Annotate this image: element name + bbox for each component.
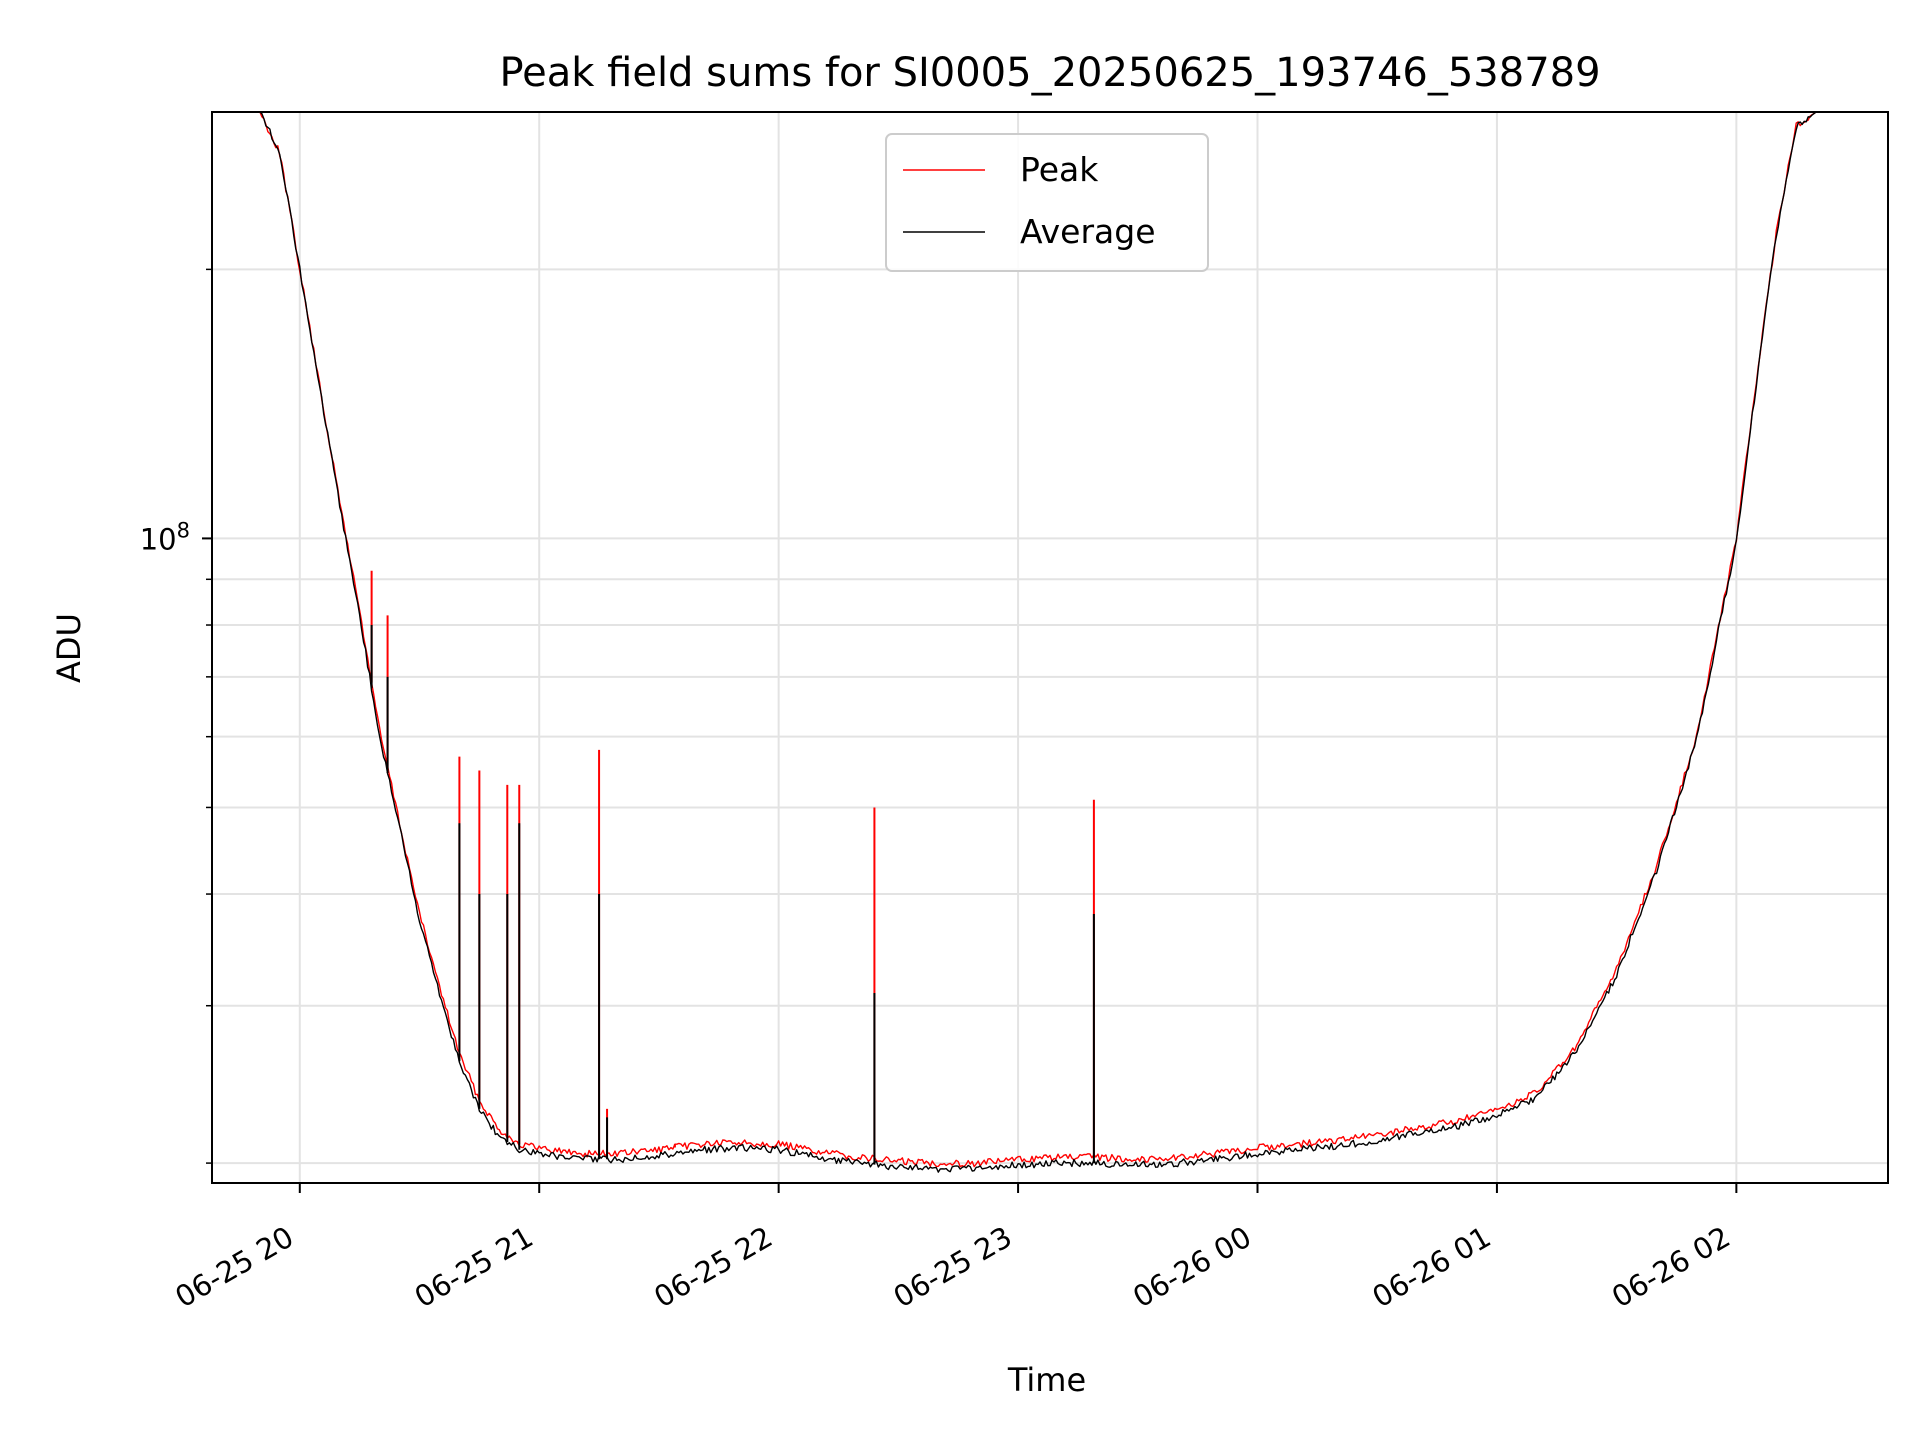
y-tick-label: 108: [140, 518, 190, 556]
legend-box: [885, 133, 1209, 272]
legend-average-label: Average: [1020, 212, 1156, 251]
chart-title: Peak field sums for SI0005_20250625_1937…: [499, 50, 1600, 96]
plot-frame: [211, 111, 1889, 1184]
grid: [212, 112, 1888, 1183]
series-average-line: [220, 111, 1888, 1173]
legend: Peak Average: [885, 133, 1209, 272]
x-axis-label: Time: [1007, 1361, 1086, 1399]
y-axis-label: ADU: [50, 613, 88, 683]
series-peak-line: [220, 111, 1888, 1168]
series-layer: [220, 111, 1888, 1173]
legend-peak-label: Peak: [1020, 150, 1099, 189]
